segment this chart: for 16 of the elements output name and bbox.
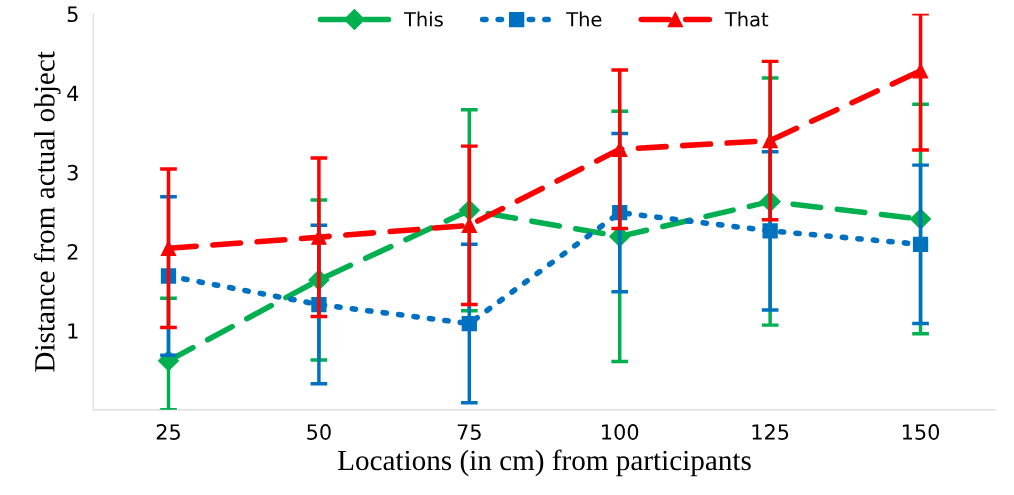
legend-label: The	[566, 11, 602, 27]
x-axis-title: Locations (in cm) from participants	[338, 449, 751, 477]
legend-label: This	[403, 11, 443, 27]
y-axis-title: Distance from actual object	[33, 51, 61, 372]
x-tick-label: 25	[156, 424, 180, 440]
x-tick-label: 150	[902, 424, 940, 440]
x-tick-label: 75	[457, 424, 481, 440]
legend-label: That	[724, 11, 769, 27]
y-tick-label: 2	[67, 243, 78, 260]
x-tick-label: 50	[307, 424, 331, 440]
y-tick-label: 4	[67, 85, 79, 101]
x-tick-label: 100	[602, 424, 639, 440]
y-tick-label: 3	[67, 164, 78, 181]
y-tick-label: 1	[68, 323, 78, 339]
x-tick-label: 125	[752, 424, 789, 440]
y-tick-label: 5	[67, 6, 78, 23]
